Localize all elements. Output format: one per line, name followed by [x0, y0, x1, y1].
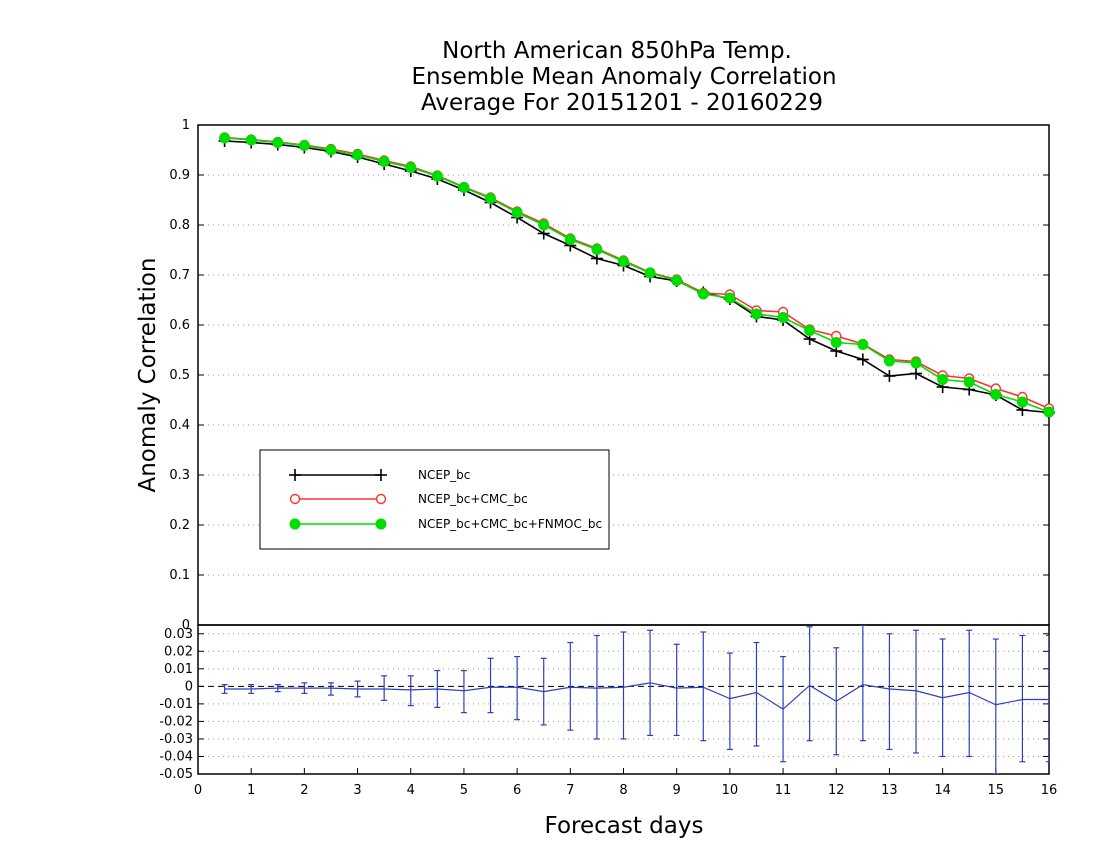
data-point: [538, 219, 550, 231]
difference-series: [221, 625, 1049, 774]
x-tick-label: 16: [1041, 783, 1058, 798]
data-point: [485, 193, 497, 204]
data-point: [1016, 396, 1028, 408]
data-point: [591, 244, 603, 255]
data-point: [990, 389, 1002, 400]
data-point: [777, 312, 789, 323]
data-point: [375, 493, 387, 505]
data-point: [325, 144, 337, 156]
x-tick-label: 10: [722, 783, 739, 798]
series-ncep-bc: [218, 135, 1055, 419]
x-tick-label: 6: [513, 783, 521, 798]
data-point: [289, 493, 301, 505]
y-tick-label: 0.5: [169, 368, 190, 383]
data-point: [378, 156, 390, 167]
title-line-3: Average For 20151201 - 20160229: [421, 90, 823, 116]
title-line-2: Ensemble Mean Anomaly Correlation: [411, 64, 836, 90]
y-tick-label: 1: [182, 118, 190, 133]
x-tick-label: 5: [460, 783, 468, 798]
data-point: [618, 256, 629, 267]
data-point: [564, 234, 576, 245]
y-tick-label: 0: [182, 618, 190, 633]
y-tick-label: 0.03: [164, 627, 193, 642]
data-point: [697, 288, 709, 300]
legend-label: NCEP_bc+CMC_bc+FNMOC_bc: [418, 517, 602, 531]
y-axis-label: Anomaly Correlation: [135, 257, 161, 492]
y-tick-label: 0: [185, 679, 193, 694]
x-tick-label: 3: [353, 783, 361, 798]
data-point: [352, 149, 364, 161]
y-tick-label: 0.7: [169, 268, 190, 283]
data-point: [671, 275, 683, 286]
legend: NCEP_bc NCEP_bc+CMC_bc NCEP_bc+CMC_bc+FNMO…: [259, 449, 610, 550]
data-point: [857, 339, 869, 350]
data-point: [375, 518, 387, 530]
y-tick-label: 0.02: [164, 644, 193, 659]
x-tick-label: 15: [988, 783, 1005, 798]
y-tick-label: -0.01: [159, 697, 193, 712]
y-tick-label: 0.01: [164, 662, 193, 677]
data-point: [750, 308, 762, 320]
x-tick-label: 2: [300, 783, 308, 798]
data-point: [458, 182, 470, 193]
x-tick-label: 4: [407, 783, 415, 798]
x-tick-label: 7: [566, 783, 574, 798]
y-tick-label: 0.8: [169, 218, 190, 233]
x-axis-label: Forecast days: [545, 813, 704, 839]
series-ncep-bc-cmc-bc-fnmoc-bc: [219, 132, 1055, 418]
y-tick-label: 0.9: [169, 168, 190, 183]
y-tick-label: 0.1: [169, 568, 190, 583]
x-tick-label: 1: [247, 783, 255, 798]
x-tick-label: 11: [775, 783, 792, 798]
data-point: [830, 337, 842, 348]
data-point: [804, 325, 816, 336]
x-tick-label: 14: [934, 783, 951, 798]
data-point: [431, 170, 443, 182]
legend-label: NCEP_bc: [418, 468, 470, 482]
x-tick-label: 9: [673, 783, 681, 798]
data-point: [219, 132, 231, 144]
y-tick-label: -0.04: [159, 749, 193, 764]
x-tick-label: 13: [881, 783, 898, 798]
y-tick-label: 0.6: [169, 318, 190, 333]
title-line-1: North American 850hPa Temp.: [442, 38, 792, 64]
data-point: [883, 355, 895, 367]
x-tick-label: 0: [194, 783, 202, 798]
bottom-plot-panel: -0.05 -0.04 -0.03 -0.02 -0.01 0 0.01 0.02 0.03 0 1…: [159, 624, 1058, 798]
data-point: [963, 376, 975, 388]
series-line: [224, 682, 1049, 710]
data-point: [644, 267, 656, 279]
y-tick-label: -0.05: [159, 767, 193, 782]
data-point: [910, 357, 922, 369]
data-point: [289, 518, 301, 530]
series-line: [224, 140, 1050, 414]
y-tick-label: 0.3: [169, 468, 190, 483]
data-point: [1043, 406, 1055, 418]
data-point: [272, 137, 284, 148]
top-plot-panel: 0 0.1 0.2 0.3 0.4 0.5 0.6 0.7 0.8 0.9 1: [169, 118, 1055, 633]
data-point: [245, 134, 257, 146]
y-tick-label: 0.4: [169, 418, 190, 433]
y-tick-label: -0.02: [159, 714, 193, 729]
legend-label: NCEP_bc+CMC_bc: [418, 492, 528, 506]
data-point: [511, 207, 523, 218]
data-point: [298, 140, 310, 151]
data-point: [937, 374, 949, 385]
y-tick-label: -0.03: [159, 732, 193, 747]
data-point: [405, 162, 417, 173]
x-tick-label: 12: [828, 783, 845, 798]
y-tick-label: 0.2: [169, 518, 190, 533]
chart-title: North American 850hPa Temp. Ensemble Mea…: [411, 38, 836, 116]
data-point: [724, 292, 736, 304]
x-tick-label: 8: [619, 783, 627, 798]
